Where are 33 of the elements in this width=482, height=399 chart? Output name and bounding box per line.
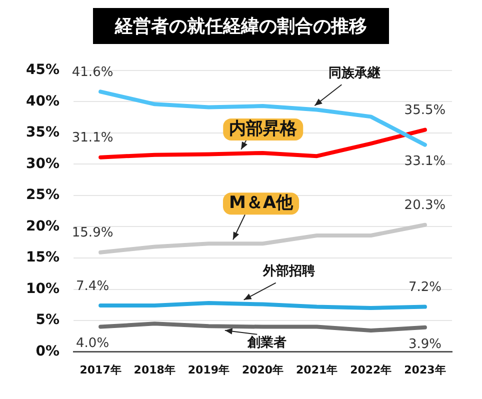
data-label: 35.5% <box>404 103 446 118</box>
data-label: 31.1% <box>72 130 114 146</box>
text: 同族承継 <box>328 65 381 82</box>
data-label: 33.1% <box>404 154 446 170</box>
data-label: 20.3% <box>404 198 446 214</box>
data-label: 7.2% <box>408 280 442 296</box>
x-tick-label: 2018年 <box>134 363 176 376</box>
y-tick-label: 10% <box>26 280 60 297</box>
series-label: 内部昇格 <box>229 118 298 139</box>
y-tick-label: 5% <box>36 312 60 328</box>
x-tick-label: 2021年 <box>296 363 338 376</box>
y-tick-label: 30% <box>26 156 60 172</box>
x-tick-label: 2020年 <box>242 363 284 376</box>
data-label: 4.0% <box>76 336 110 352</box>
y-tick-label: 25% <box>26 187 60 204</box>
y-tick-label: 20% <box>26 218 60 234</box>
series-label: 創業者 <box>246 336 286 351</box>
y-tick-label: 15% <box>26 250 60 266</box>
x-tick-label: 2019年 <box>188 363 230 376</box>
chart-title: 経営者の就任経緯の割合の推移 <box>93 8 389 44</box>
data-label: 3.9% <box>408 336 442 352</box>
y-tick-label: 35% <box>26 124 60 141</box>
data-label: 15.9% <box>72 226 114 241</box>
data-label: 7.4% <box>76 278 110 294</box>
series-label: M＆A他 <box>228 193 294 214</box>
x-tick-label: 2022年 <box>350 363 392 376</box>
x-tick-label: 2017年 <box>80 363 122 376</box>
series-label: 外部招聘 <box>262 263 315 280</box>
x-tick-label: 2023年 <box>404 363 446 376</box>
y-tick-label: 40% <box>26 93 60 110</box>
y-tick-label: 45% <box>26 62 60 78</box>
y-tick-label: 0% <box>36 343 60 360</box>
data-label: 41.6% <box>72 65 114 80</box>
